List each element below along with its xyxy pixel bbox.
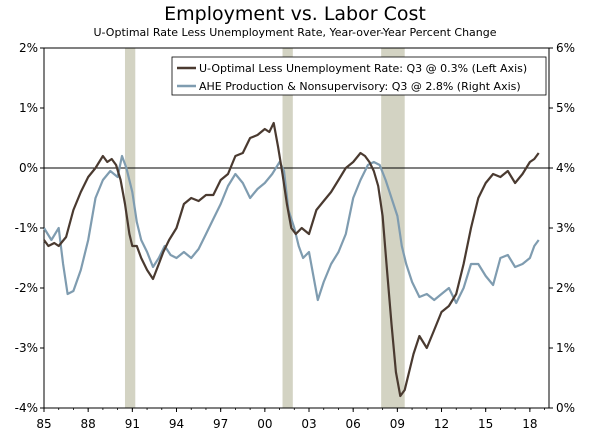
series-line-ahe [43, 154, 540, 305]
recession-bar-0 [124, 48, 136, 408]
x-tick-label: 09 [390, 417, 405, 431]
x-tick-label: 85 [36, 417, 51, 431]
x-tick-label: 88 [81, 417, 96, 431]
x-axis: 85 88 91 94 97 00 03 06 09 12 15 18 [36, 408, 545, 431]
right-y-tick-label: 1% [556, 341, 575, 355]
legend-label-ahe: AHE Production & Nonsupervisory: Q3 @ 2.… [199, 80, 521, 93]
x-tick-label: 12 [434, 417, 449, 431]
right-y-tick-label: 3% [556, 221, 575, 235]
series-lines [43, 121, 540, 398]
chart-subtitle: U-Optimal Rate Less Unemployment Rate, Y… [93, 26, 496, 39]
right-y-tick-label: 5% [556, 101, 575, 115]
legend: U-Optimal Less Unemployment Rate: Q3 @ 0… [171, 56, 547, 96]
right-y-tick-label: 6% [556, 41, 575, 55]
right-y-axis: 6% 5% 4% 3% 2% 1% 0% [549, 41, 575, 415]
series-line-u-optimal [43, 121, 540, 398]
x-tick-label: 03 [301, 417, 316, 431]
left-y-tick-label: -3% [15, 341, 38, 355]
x-tick-label: 18 [522, 417, 537, 431]
left-y-axis: 2% 1% 0% -1% -2% -3% -4% [15, 41, 44, 415]
left-y-tick-label: -4% [15, 401, 38, 415]
x-tick-label: 15 [478, 417, 493, 431]
right-y-tick-label: 2% [556, 281, 575, 295]
x-tick-label: 06 [346, 417, 361, 431]
right-y-tick-label: 0% [556, 401, 575, 415]
legend-label-u-optimal: U-Optimal Less Unemployment Rate: Q3 @ 0… [199, 62, 527, 75]
left-y-tick-label: -1% [15, 221, 38, 235]
recession-bar-2 [381, 48, 405, 408]
right-y-tick-label: 4% [556, 161, 575, 175]
recession-bar-1 [282, 48, 293, 408]
x-tick-label: 94 [169, 417, 184, 431]
left-y-tick-label: 0% [19, 161, 38, 175]
x-tick-label: 97 [213, 417, 228, 431]
left-y-tick-label: 1% [19, 101, 38, 115]
legend-box [171, 56, 547, 96]
x-tick-label: 00 [257, 417, 272, 431]
x-tick-label: 91 [125, 417, 140, 431]
left-y-tick-label: -2% [15, 281, 38, 295]
recession-shading [124, 48, 405, 408]
left-y-tick-label: 2% [19, 41, 38, 55]
chart-title: Employment vs. Labor Cost [164, 3, 426, 25]
